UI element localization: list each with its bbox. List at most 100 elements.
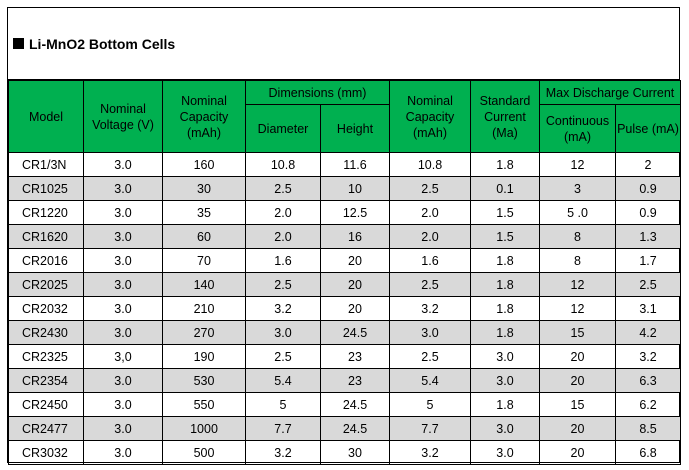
- cell-model: CR2016: [8, 248, 84, 273]
- cell-standard-current: 1.5: [470, 224, 540, 249]
- cell-diameter: 2.5: [245, 176, 321, 201]
- cell-capacity: 550: [162, 392, 246, 417]
- cell-voltage: 3.0: [83, 224, 163, 249]
- cell-voltage: 3.0: [83, 416, 163, 441]
- table-row: CR1620 3.0 60 2.0 16 2.0 1.5 8 1.3: [8, 224, 682, 249]
- cell-continuous: 20: [539, 344, 616, 369]
- table-row: CR1025 3.0 30 2.5 10 2.5 0.1 3 0.9: [8, 176, 682, 201]
- cell-height: 20: [320, 272, 390, 297]
- cell-voltage: 3.0: [83, 176, 163, 201]
- cell-continuous: 8: [539, 248, 616, 273]
- header-max-discharge: Max Discharge Current: [538, 80, 682, 105]
- cell-model: CR1/3N: [8, 152, 84, 177]
- cell-height: 16: [320, 224, 390, 249]
- table-row: CR2450 3.0 550 5 24.5 5 1.8 15 6.2: [8, 392, 682, 417]
- cell-voltage: 3.0: [83, 200, 163, 225]
- cell-model: CR2325: [8, 344, 84, 369]
- cell-standard-current: 3.0: [470, 344, 540, 369]
- spec-sheet: Li-MnO2 Bottom Cells Model Nominal Volta…: [7, 7, 682, 465]
- cell-pulse: 6.3: [614, 368, 682, 393]
- title-row: Li-MnO2 Bottom Cells: [8, 8, 679, 80]
- cell-standard-current: 1.8: [470, 392, 540, 417]
- cell-pulse: 6.8: [614, 440, 682, 465]
- header-standard-current: Standard Current (Ma): [470, 80, 540, 153]
- cell-capacity: 1000: [162, 416, 246, 441]
- cell-height: 10: [320, 176, 390, 201]
- cell-pulse: 0.9: [614, 200, 682, 225]
- header-continuous: Continuous (mA): [539, 104, 616, 153]
- cell-capacity: 35: [162, 200, 246, 225]
- cell-model: CR2025: [8, 272, 84, 297]
- cell-standard-current: 0.1: [470, 176, 540, 201]
- table-row: CR2477 3.0 1000 7.7 24.5 7.7 3.0 20 8.5: [8, 416, 682, 441]
- header-diameter: Diameter: [245, 104, 321, 153]
- cell-voltage: 3.0: [83, 392, 163, 417]
- cell-diameter: 2.0: [245, 224, 321, 249]
- cell-model: CR2032: [8, 296, 84, 321]
- cell-model: CR2354: [8, 368, 84, 393]
- cell-diameter: 5.4: [245, 368, 321, 393]
- cell-voltage: 3.0: [83, 440, 163, 465]
- table-row: CR2032 3.0 210 3.2 20 3.2 1.8 12 3.1: [8, 296, 682, 321]
- cell-pulse: 1.7: [614, 248, 682, 273]
- cell-pulse: 2.5: [614, 272, 682, 297]
- cell-capacity-2: 2.0: [389, 200, 471, 225]
- cell-continuous: 8: [539, 224, 616, 249]
- cell-diameter: 7.7: [245, 416, 321, 441]
- cell-capacity: 160: [162, 152, 246, 177]
- cell-height: 20: [320, 248, 390, 273]
- cell-voltage: 3.0: [83, 320, 163, 345]
- cell-diameter: 3.0: [245, 320, 321, 345]
- cell-diameter: 5: [245, 392, 321, 417]
- table-title: Li-MnO2 Bottom Cells: [29, 35, 176, 52]
- cell-diameter: 3.2: [245, 296, 321, 321]
- table-row: CR2430 3.0 270 3.0 24.5 3.0 1.8 15 4.2: [8, 320, 682, 345]
- cell-model: CR3032: [8, 440, 84, 465]
- cell-capacity-2: 3.2: [389, 296, 471, 321]
- cell-capacity: 270: [162, 320, 246, 345]
- header-nominal-capacity: Nominal Capacity (mAh): [162, 80, 246, 153]
- cell-continuous: 20: [539, 368, 616, 393]
- cell-voltage: 3.0: [83, 248, 163, 273]
- cell-pulse: 6.2: [614, 392, 682, 417]
- cell-continuous: 12: [539, 272, 616, 297]
- cell-capacity: 500: [162, 440, 246, 465]
- cell-height: 12.5: [320, 200, 390, 225]
- cell-voltage: 3.0: [83, 272, 163, 297]
- table-row: CR3032 3.0 500 3.2 30 3.2 3.0 20 6.8: [8, 440, 682, 465]
- cell-capacity: 530: [162, 368, 246, 393]
- cell-continuous: 20: [539, 440, 616, 465]
- cell-pulse: 3.2: [614, 344, 682, 369]
- table-row: CR1/3N 3.0 160 10.8 11.6 10.8 1.8 12 2: [8, 152, 682, 177]
- cell-pulse: 3.1: [614, 296, 682, 321]
- cell-continuous: 12: [539, 296, 616, 321]
- cell-height: 30: [320, 440, 390, 465]
- cell-diameter: 2.0: [245, 200, 321, 225]
- cell-standard-current: 3.0: [470, 416, 540, 441]
- cell-model: CR2430: [8, 320, 84, 345]
- table-row: CR2016 3.0 70 1.6 20 1.6 1.8 8 1.7: [8, 248, 682, 273]
- cell-capacity: 210: [162, 296, 246, 321]
- cell-continuous: 5 .0: [539, 200, 616, 225]
- cell-capacity-2: 3.2: [389, 440, 471, 465]
- cell-height: 24.5: [320, 320, 390, 345]
- cell-diameter: 10.8: [245, 152, 321, 177]
- cell-standard-current: 1.5: [470, 200, 540, 225]
- cell-pulse: 0.9: [614, 176, 682, 201]
- cell-capacity: 70: [162, 248, 246, 273]
- cell-standard-current: 3.0: [470, 368, 540, 393]
- cell-capacity: 60: [162, 224, 246, 249]
- cell-model: CR2450: [8, 392, 84, 417]
- cell-continuous: 20: [539, 416, 616, 441]
- cell-continuous: 15: [539, 320, 616, 345]
- cell-diameter: 3.2: [245, 440, 321, 465]
- cell-capacity-2: 7.7: [389, 416, 471, 441]
- cell-capacity-2: 2.5: [389, 272, 471, 297]
- cell-capacity: 30: [162, 176, 246, 201]
- cell-continuous: 15: [539, 392, 616, 417]
- cell-capacity-2: 2.5: [389, 176, 471, 201]
- cell-model: CR1025: [8, 176, 84, 201]
- cell-capacity-2: 5: [389, 392, 471, 417]
- cell-height: 23: [320, 368, 390, 393]
- cell-standard-current: 1.8: [470, 248, 540, 273]
